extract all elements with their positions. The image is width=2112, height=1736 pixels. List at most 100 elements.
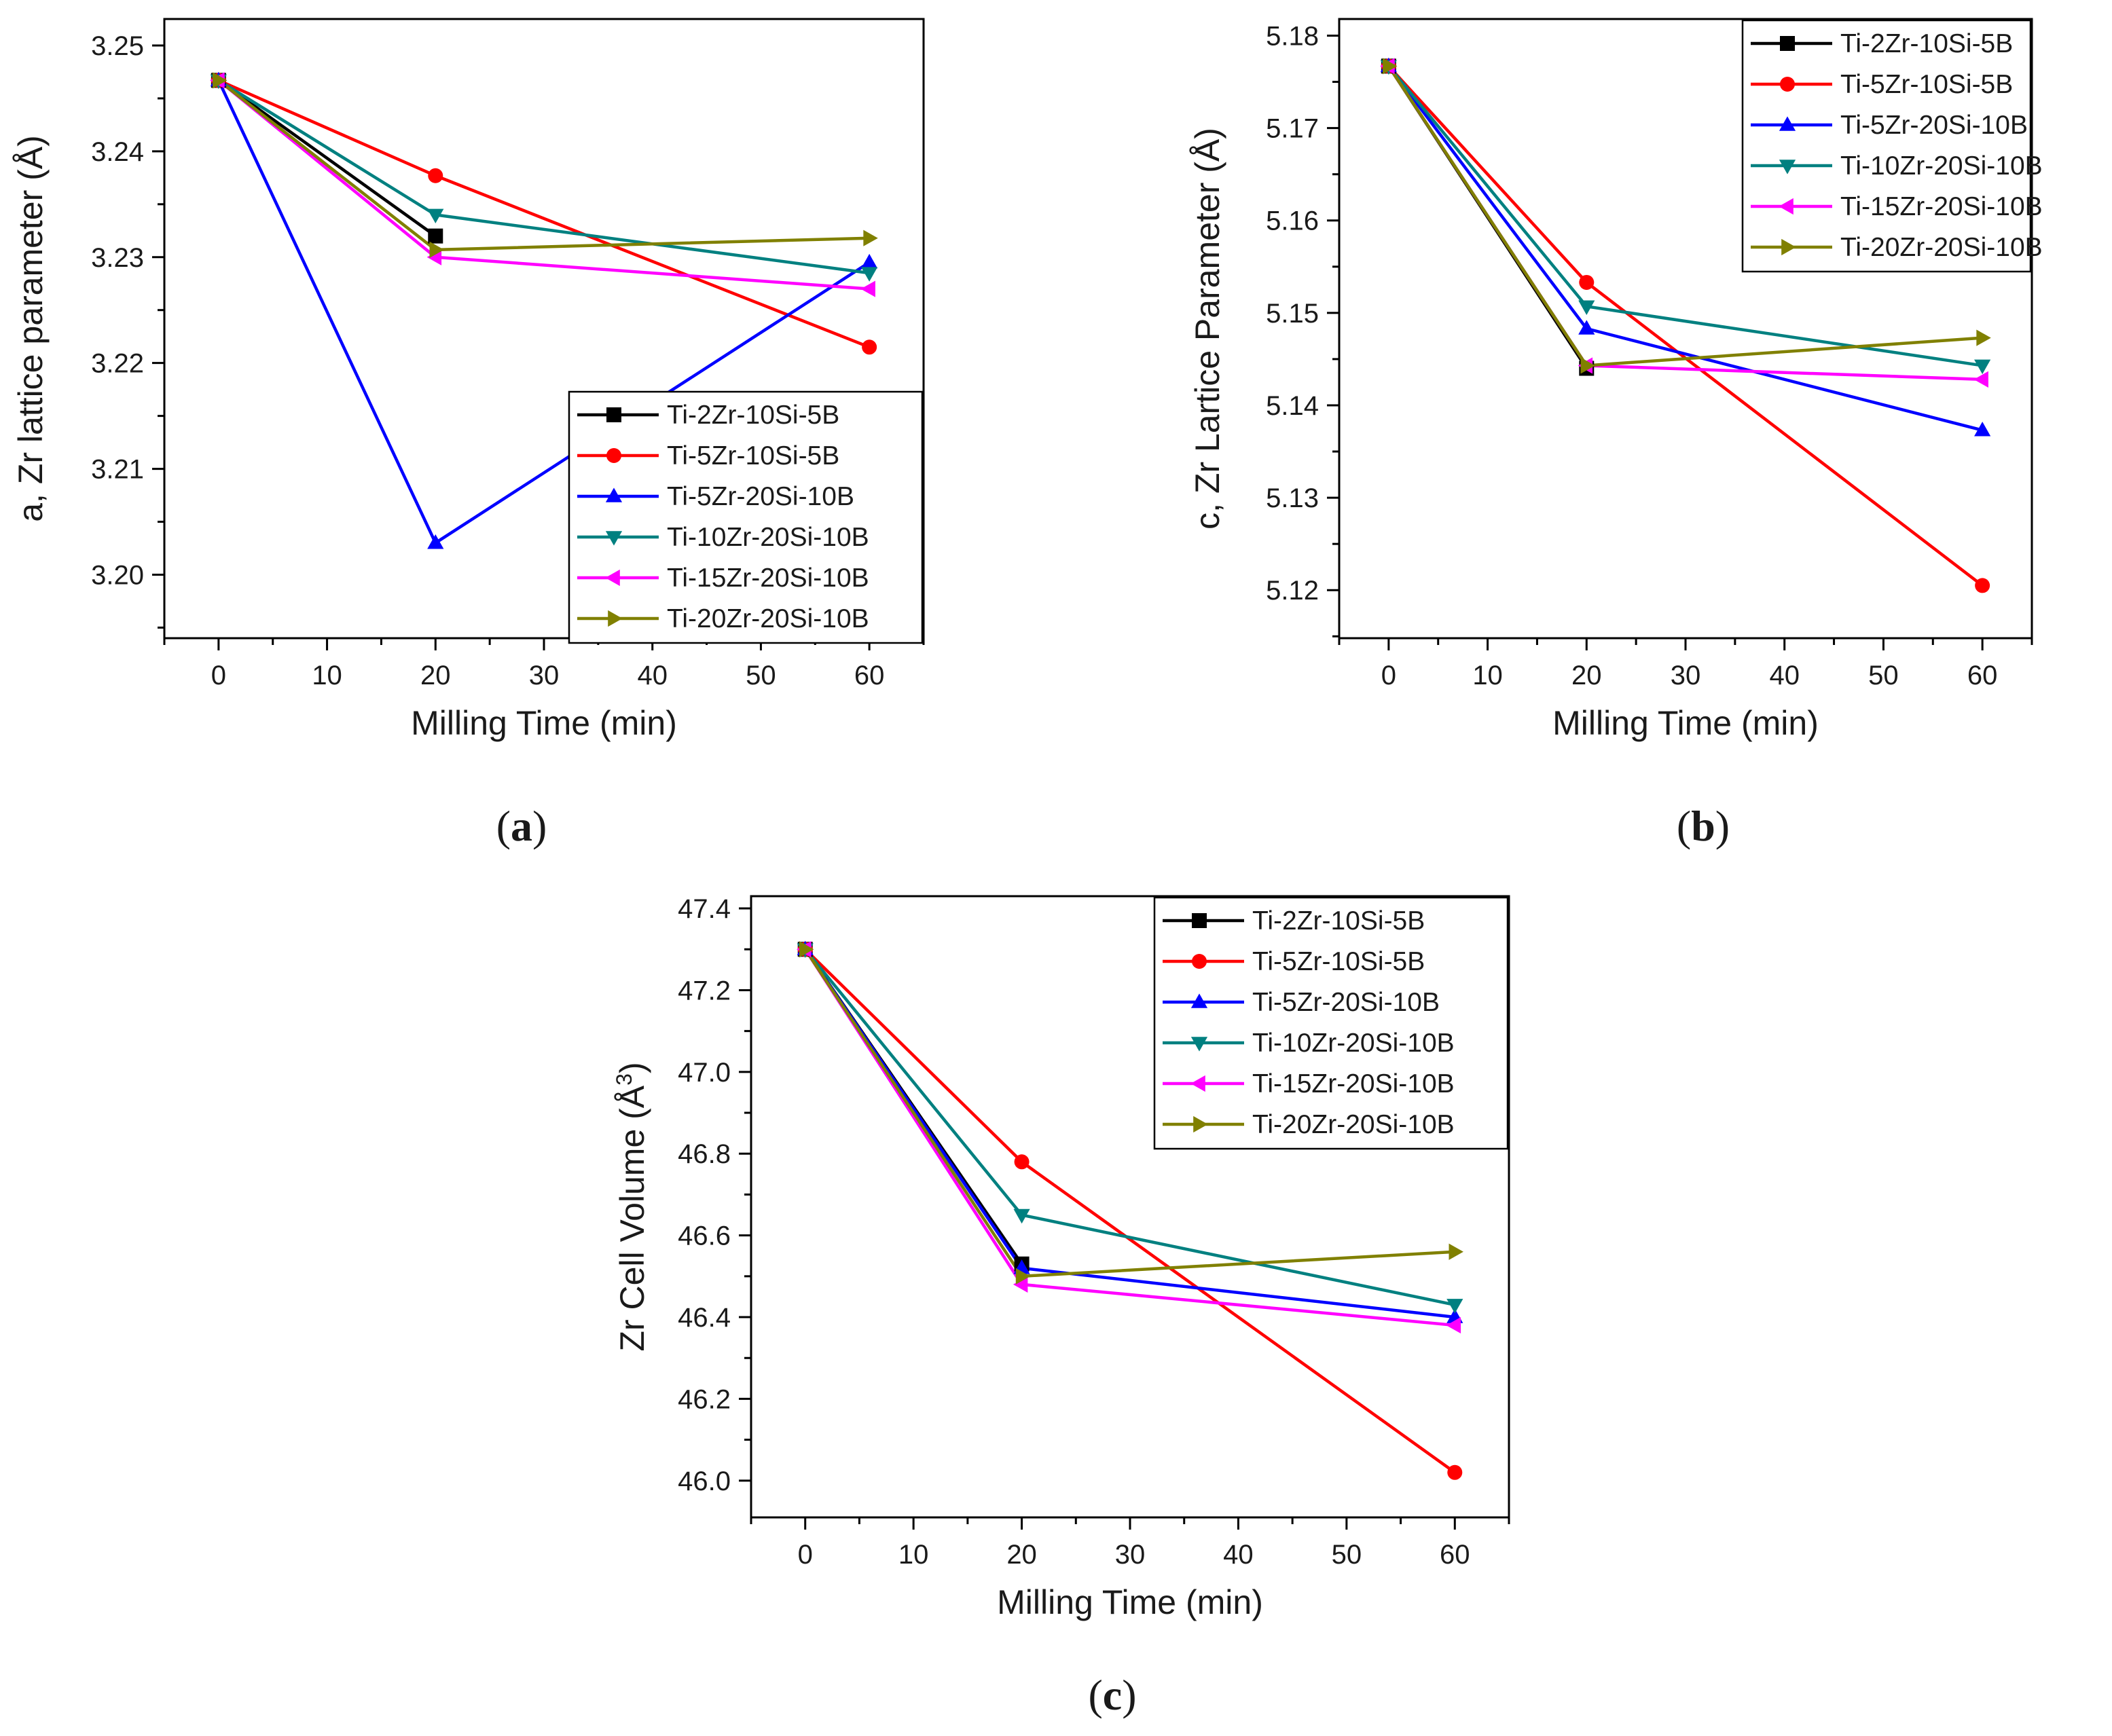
x-tick-label: 20 — [1571, 661, 1602, 690]
series-line-1 — [217, 79, 437, 238]
x-axis-label: Milling Time (min) — [411, 704, 677, 742]
y-axis-label: Zr Cell Volume (Å3) — [612, 1062, 651, 1351]
legend-label: Ti-10Zr-20Si-10B — [1252, 1029, 1455, 1058]
y-tick-label: 46.6 — [678, 1221, 731, 1251]
data-point-s5-3 — [1973, 371, 1988, 388]
legend-marker — [1779, 160, 1796, 174]
legend-marker — [1190, 993, 1208, 1008]
series-markers — [210, 71, 878, 549]
legend-marker — [1780, 77, 1795, 92]
legend-box — [1741, 19, 2032, 273]
data-point-s4-3 — [1974, 359, 1991, 375]
x-tick-label: 0 — [1381, 661, 1396, 690]
panel-label-b: (b) — [1677, 802, 1730, 850]
legend-marker — [605, 487, 623, 502]
y-tick-label: 5.15 — [1266, 299, 1319, 329]
series-line-5 — [217, 79, 870, 291]
series-line-4 — [217, 79, 870, 275]
panel-label-c: (c) — [1088, 1671, 1136, 1719]
panel-label-a: (a) — [496, 802, 547, 850]
panel-c: 0 10 20 30 40 50 60 46.0 46.2 46.4 46.6 46.8 47.0 47.… — [612, 894, 1510, 1621]
data-point-s6-2 — [1580, 357, 1595, 374]
data-point-s2-3 — [862, 339, 877, 355]
legend-label: Ti-2Zr-10Si-5B — [1840, 29, 2013, 58]
x-tick-label: 20 — [420, 661, 451, 690]
data-point-s2-2 — [1014, 1154, 1030, 1170]
data-point-s5-2 — [1013, 1276, 1028, 1293]
y-tick-label: 46.2 — [678, 1384, 731, 1414]
legend-label: Ti-15Zr-20Si-10B — [1252, 1069, 1455, 1098]
y-tick-label: 3.20 — [91, 560, 144, 590]
legend-marker — [1190, 1075, 1205, 1092]
y-tick-label: 5.12 — [1266, 576, 1319, 606]
legend-marker — [1779, 116, 1796, 131]
x-tick-label: 30 — [1671, 661, 1701, 690]
data-point-s3-2 — [427, 534, 444, 549]
legend-marker — [1780, 36, 1795, 51]
legend-label: Ti-20Zr-20Si-10B — [667, 604, 869, 633]
legend-label: Ti-15Zr-20Si-10B — [667, 564, 869, 593]
series-markers — [1380, 57, 1991, 593]
data-point-s5-3 — [1446, 1316, 1461, 1334]
data-point-s2-3 — [1975, 578, 1990, 593]
data-point-s3-2 — [1578, 320, 1595, 335]
x-tick-label: 40 — [1223, 1540, 1254, 1570]
y-tick-label: 3.23 — [91, 243, 144, 273]
legend-marker — [605, 569, 620, 587]
data-point-s1-2 — [428, 228, 443, 244]
legend-marker — [605, 531, 623, 546]
panel-b: 0 10 20 30 40 50 60 5.12 5.13 5.14 5.15 5.16 5.17 5.1… — [1188, 18, 2043, 742]
legend-marker — [606, 407, 621, 422]
y-tick-label: 5.13 — [1266, 483, 1319, 513]
legend-marker — [1781, 238, 1796, 256]
legend-label: Ti-10Zr-20Si-10B — [667, 523, 869, 552]
y-tick-label: 46.4 — [678, 1303, 731, 1333]
data-point-s6-1 — [799, 941, 814, 958]
data-point-s4-3 — [1446, 1299, 1463, 1314]
legend-label: Ti-5Zr-10Si-5B — [1840, 70, 2013, 99]
legend-label: Ti-5Zr-20Si-10B — [667, 482, 854, 511]
series-line-2 — [217, 79, 870, 349]
y-tick-label: 46.0 — [678, 1466, 731, 1496]
data-point-s2-2 — [1579, 274, 1595, 290]
data-point-s6-3 — [1976, 329, 1991, 346]
legend-marker — [1193, 1115, 1208, 1133]
data-point-s6-3 — [1449, 1243, 1463, 1260]
legend-marker — [608, 610, 623, 627]
x-tick-label: 30 — [529, 661, 560, 690]
x-tick-label: 0 — [798, 1540, 813, 1570]
x-tick-label: 0 — [211, 661, 226, 690]
legend-box — [568, 390, 924, 644]
data-point-s6-2 — [1015, 1268, 1031, 1285]
y-tick-label: 47.0 — [678, 1058, 731, 1088]
data-point-s2-2 — [428, 168, 443, 183]
x-tick-label: 50 — [1332, 1540, 1362, 1570]
legend-marker — [1192, 913, 1207, 928]
data-point-s4-2 — [1578, 300, 1595, 315]
x-tick-label: 10 — [312, 661, 342, 690]
legend-label: Ti-5Zr-10Si-5B — [1252, 947, 1425, 976]
x-tick-label: 50 — [1868, 661, 1899, 690]
data-point-s4-2 — [427, 208, 444, 224]
x-tick-label: 60 — [1440, 1540, 1470, 1570]
y-axis-label: a, Zr lattice parameter (Å) — [12, 135, 50, 522]
data-point-s2-3 — [1447, 1464, 1463, 1480]
y-tick-label: 47.2 — [678, 976, 731, 1005]
y-tick-label: 3.21 — [91, 455, 144, 485]
data-point-s6-2 — [429, 241, 444, 258]
y-tick-label: 5.17 — [1266, 114, 1319, 144]
legend-label: Ti-10Zr-20Si-10B — [1840, 151, 2043, 181]
y-tick-label: 3.24 — [91, 137, 144, 167]
x-tick-label: 50 — [746, 661, 776, 690]
data-point-s4-3 — [861, 267, 878, 282]
x-tick-label: 60 — [1967, 661, 1998, 690]
x-tick-label: 30 — [1115, 1540, 1146, 1570]
data-point-s6-3 — [863, 229, 878, 246]
x-tick-label: 60 — [854, 661, 885, 690]
x-tick-label: 10 — [1472, 661, 1503, 690]
legend-label: Ti-15Zr-20Si-10B — [1840, 192, 2043, 221]
panel-a: 0 10 20 30 40 50 60 3.20 3.21 3.22 3.23 3.24 3.25 Mil… — [12, 18, 925, 742]
y-tick-label: 46.8 — [678, 1139, 731, 1169]
y-tick-label: 47.4 — [678, 894, 731, 924]
x-tick-label: 20 — [1006, 1540, 1037, 1570]
